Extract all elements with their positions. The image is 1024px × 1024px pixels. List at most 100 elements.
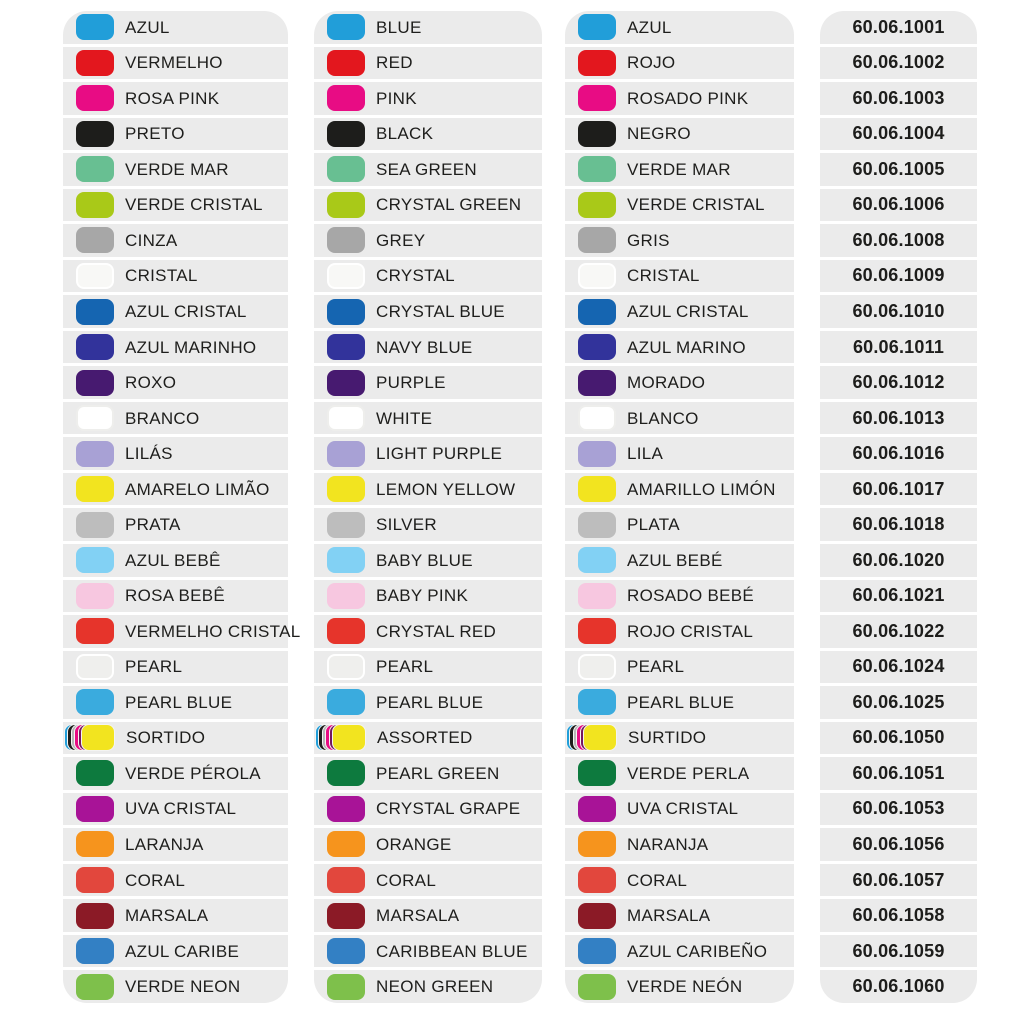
color-row: PURPLE — [314, 366, 542, 399]
color-name-label: AZUL MARINHO — [125, 337, 257, 357]
color-name-label: AZUL CRISTAL — [627, 302, 749, 322]
color-swatch — [578, 334, 616, 361]
color-swatch — [327, 405, 365, 432]
color-swatch — [76, 405, 114, 432]
color-row: LILA — [565, 437, 794, 470]
color-swatch — [327, 334, 365, 361]
color-row: VERDE CRISTAL — [565, 188, 794, 222]
product-code: 60.06.1020 — [852, 549, 945, 570]
color-swatch — [327, 369, 365, 396]
color-name-label: MORADO — [627, 373, 706, 393]
color-swatch — [578, 795, 616, 822]
product-code: 60.06.1058 — [852, 905, 945, 926]
color-name-label: NARANJA — [627, 834, 709, 854]
product-code-row: 60.06.1010 — [820, 295, 977, 328]
product-code-row: 60.06.1006 — [820, 188, 977, 222]
color-row: UVA CRISTAL — [565, 792, 794, 826]
color-row: ROJO — [565, 46, 794, 80]
color-swatch — [578, 49, 616, 76]
product-code: 60.06.1009 — [852, 265, 945, 286]
product-code: 60.06.1013 — [852, 407, 945, 428]
color-row: PEARL GREEN — [314, 757, 542, 790]
color-swatch — [76, 760, 114, 787]
product-code-row: 60.06.1020 — [820, 543, 977, 577]
product-code: 60.06.1003 — [852, 87, 945, 108]
color-swatch — [76, 369, 114, 396]
color-row: PEARL — [565, 650, 794, 684]
color-swatch — [76, 85, 114, 112]
product-code: 60.06.1005 — [852, 158, 945, 179]
color-row: AZUL BEBÉ — [565, 543, 794, 577]
color-swatch — [578, 547, 616, 574]
color-name-label: WHITE — [376, 408, 433, 428]
color-row: PEARL — [63, 650, 288, 684]
product-code-row: 60.06.1051 — [820, 757, 977, 790]
color-name-label: GREY — [376, 230, 426, 250]
color-swatch — [578, 902, 616, 929]
product-code-row: 60.06.1058 — [820, 899, 977, 932]
color-swatch — [578, 689, 616, 716]
color-name-label: CRYSTAL GREEN — [376, 195, 522, 215]
assorted-colors-swatch — [64, 724, 115, 752]
color-row: CORAL — [63, 863, 288, 897]
color-swatch — [578, 405, 616, 432]
color-row: AZUL MARINHO — [63, 330, 288, 364]
color-swatch — [327, 49, 365, 76]
color-swatch — [578, 156, 616, 183]
color-row: CRYSTAL — [314, 259, 542, 293]
color-row: CRYSTAL BLUE — [314, 295, 542, 328]
color-row: AMARELO LIMÃO — [63, 472, 288, 506]
product-code: 60.06.1010 — [852, 301, 945, 322]
color-name-label: BLUE — [376, 17, 422, 37]
product-code-row: 60.06.1021 — [820, 579, 977, 613]
color-swatch — [76, 227, 114, 254]
product-code: 60.06.1002 — [852, 52, 945, 73]
color-swatch — [76, 476, 114, 503]
color-swatch — [327, 653, 365, 680]
product-code: 60.06.1004 — [852, 123, 945, 144]
color-swatch — [578, 511, 616, 538]
product-code-row: 60.06.1017 — [820, 472, 977, 506]
color-swatch — [327, 298, 365, 325]
color-row: SEA GREEN — [314, 153, 542, 186]
color-name-label: ROSADO BEBÉ — [627, 586, 755, 606]
color-row: RED — [314, 46, 542, 80]
color-name-label: VERDE NEON — [125, 977, 241, 997]
product-code-row: 60.06.1024 — [820, 650, 977, 684]
color-row: MARSALA — [63, 899, 288, 932]
color-name-label: VERDE CRISTAL — [627, 195, 765, 215]
color-swatch — [327, 973, 365, 1000]
color-row: CORAL — [314, 863, 542, 897]
product-code: 60.06.1012 — [852, 372, 945, 393]
color-swatch — [76, 511, 114, 538]
color-name-label: VERMELHO CRISTAL — [125, 621, 301, 641]
color-row: MORADO — [565, 366, 794, 399]
product-code: 60.06.1006 — [852, 194, 945, 215]
color-name-label: SEA GREEN — [376, 159, 477, 179]
color-row: AZUL CRISTAL — [565, 295, 794, 328]
color-row: AZUL BEBÊ — [63, 543, 288, 577]
color-name-label: ROJO — [627, 53, 676, 73]
color-swatch — [327, 511, 365, 538]
color-name-label: PEARL — [125, 657, 183, 677]
color-swatch — [327, 440, 365, 467]
color-row: VERDE MAR — [63, 153, 288, 186]
color-row: ROSA PINK — [63, 82, 288, 115]
color-swatch — [578, 85, 616, 112]
color-swatch — [578, 582, 616, 609]
product-code-row: 60.06.1004 — [820, 117, 977, 151]
color-name-label: AMARELO LIMÃO — [125, 479, 270, 499]
color-row: LIGHT PURPLE — [314, 437, 542, 470]
color-name-label: LIGHT PURPLE — [376, 444, 503, 464]
color-name-label: BLANCO — [627, 408, 699, 428]
color-swatch — [578, 618, 616, 645]
color-row: ORANGE — [314, 828, 542, 861]
color-row: UVA CRISTAL — [63, 792, 288, 826]
color-swatch — [76, 120, 114, 147]
column-product-codes: 60.06.1001 60.06.1002 60.06.1003 60.06.1004… — [820, 11, 977, 1003]
color-row: CRISTAL — [565, 259, 794, 293]
color-row: CORAL — [565, 863, 794, 897]
color-name-label: PLATA — [627, 515, 680, 535]
color-row: WHITE — [314, 401, 542, 435]
color-swatch — [76, 262, 114, 289]
